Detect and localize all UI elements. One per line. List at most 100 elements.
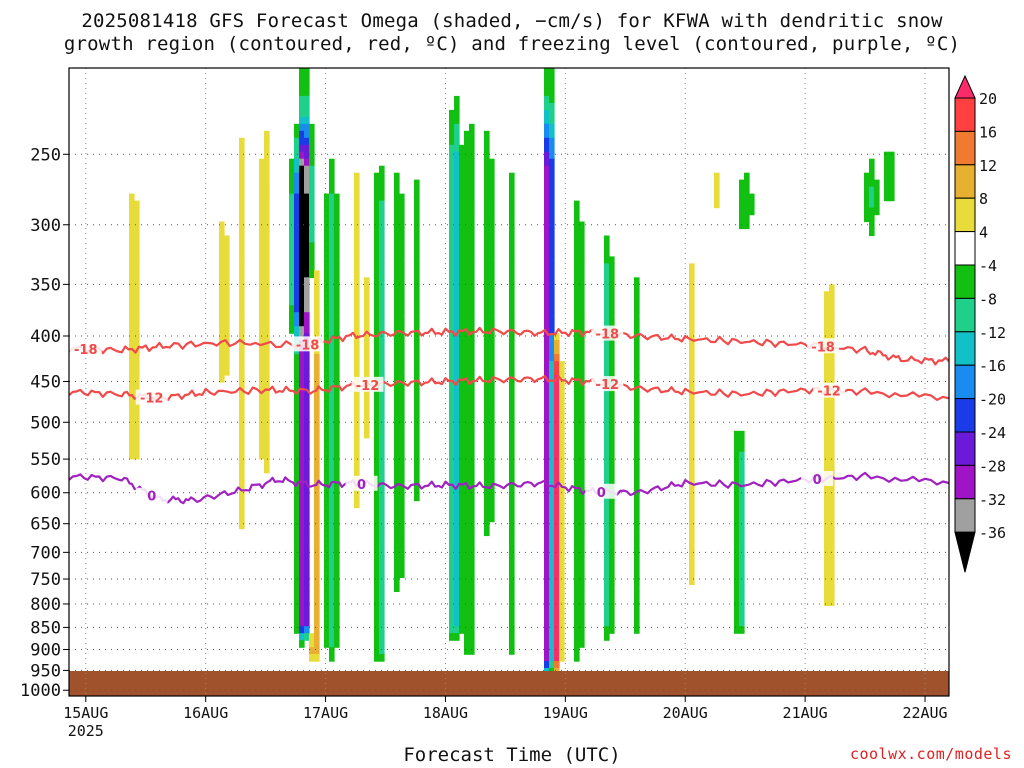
omega-cell [549,396,555,404]
omega-cell [334,598,340,606]
omega-cell [394,521,400,530]
omega-cell [489,354,495,362]
omega-cell [469,563,475,571]
omega-cell [134,200,140,209]
omega-cell [134,207,140,216]
omega-cell [689,402,695,411]
omega-cell [314,626,320,634]
omega-cell [354,256,360,264]
omega-cell [394,228,400,237]
omega-cell [609,402,615,411]
omega-cell [609,291,615,299]
omega-cell [449,570,455,578]
omega-cell [824,598,830,606]
omega-cell [829,570,835,578]
omega-cell [469,361,475,369]
omega-cell [469,626,475,634]
omega-cell [459,389,465,397]
omega-cell [559,451,565,460]
omega-cell [459,514,465,523]
omega-cell [379,361,385,369]
omega-cell [364,326,370,334]
omega-cell [399,263,405,271]
omega-cell [469,326,475,334]
omega-cell [484,179,490,188]
omega-cell [379,221,385,230]
omega-cell [459,284,465,292]
omega-cell [554,423,560,432]
omega-cell [454,95,460,104]
omega-cell [544,633,550,641]
omega-cell [739,451,745,460]
omega-cell [509,228,515,237]
omega-cell [489,402,495,411]
omega-cell [304,68,310,76]
omega-cell [449,333,455,341]
omega-cell [609,570,615,578]
omega-cell [449,109,455,118]
omega-cell [824,542,830,551]
omega-cell [394,340,400,348]
omega-cell [464,319,470,327]
omega-cell [259,263,265,271]
omega-cell [469,598,475,606]
omega-cell [549,423,555,432]
omega-cell [314,556,320,564]
omega-cell [379,172,385,181]
omega-cell [129,207,135,216]
omega-cell [544,409,550,418]
omega-cell [469,291,475,299]
omega-cell [604,598,610,606]
omega-cell [394,465,400,474]
omega-cell [399,549,405,558]
omega-cell [489,207,495,216]
omega-cell [549,186,555,195]
omega-cell [329,458,335,467]
site-credit-link[interactable]: coolwx.com/models [849,745,1012,763]
omega-cell [609,340,615,348]
omega-cell [399,347,405,355]
omega-cell [509,333,515,341]
omega-cell [324,326,330,334]
omega-cell [484,291,490,299]
omega-cell [304,256,310,264]
omega-cell [129,242,135,250]
omega-cell [454,235,460,244]
omega-cell [574,605,580,613]
omega-cell [299,88,305,97]
omega-cell [449,556,455,564]
omega-cell [544,277,550,285]
omega-cell [824,486,830,495]
omega-cell [559,556,565,564]
omega-cell [484,333,490,341]
omega-cell [484,144,490,153]
omega-cell [459,382,465,390]
omega-cell [449,396,455,404]
omega-cell [549,661,555,669]
omega-cell [544,221,550,230]
omega-cell [744,193,750,202]
omega-cell [544,151,550,160]
omega-cell [689,528,695,537]
omega-cell [549,158,555,167]
omega-cell [449,507,455,516]
omega-cell [549,165,555,174]
omega-cell [604,563,610,571]
omega-cell [549,430,555,439]
omega-cell [294,486,300,495]
omega-cell [604,305,610,313]
omega-cell [739,186,745,195]
omega-cell [824,423,830,432]
omega-cell [469,472,475,481]
omega-cell [324,577,330,585]
omega-cell [304,130,310,139]
omega-cell [454,556,460,564]
omega-cell [449,437,455,446]
omega-cell [609,535,615,544]
y-axis: 2503003504004505005506006507007508008509… [20,145,69,701]
omega-cell [579,242,585,250]
omega-cell [489,486,495,495]
omega-cell [379,570,385,578]
omega-cell [329,221,335,230]
omega-cell [574,270,580,278]
